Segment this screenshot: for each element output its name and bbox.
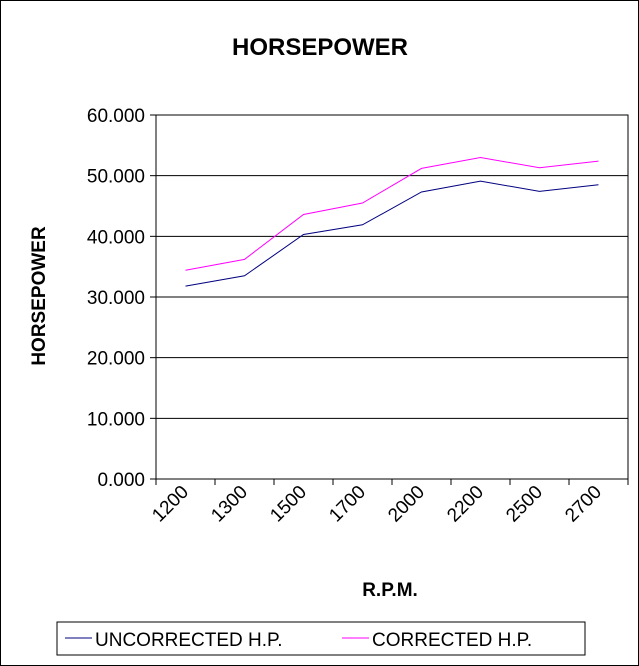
x-tick-label: 1700 [325,482,370,527]
y-tick-label: 0.000 [97,470,145,491]
y-tick-label: 60.000 [87,106,145,127]
x-tick-labels: 1200 1300 1500 1700 2000 2200 2500 2700 [148,482,606,527]
axis-ticks [150,114,629,485]
legend: UNCORRECTED H.P. CORRECTED H.P. [56,621,586,656]
y-tick-labels: 0.000 10.000 20.000 30.000 40.000 50.000 60.00… [87,106,145,491]
y-axis-title: HORSEPOWER [29,226,50,366]
y-tick-label: 30.000 [87,288,145,309]
x-tick-label: 2200 [443,482,488,527]
x-tick-label: 1200 [148,482,193,527]
y-tick-label: 10.000 [87,409,145,430]
x-tick-label: 2700 [561,482,606,527]
y-tick-label: 20.000 [87,349,145,370]
x-tick-label: 1500 [266,482,311,527]
x-tick-label: 2000 [384,482,429,527]
gridlines [156,175,628,419]
x-tick-label: 2500 [502,482,547,527]
chart-title: HORSEPOWER [232,34,408,61]
x-axis-title: R.P.M. [362,580,418,601]
y-tick-label: 50.000 [87,167,145,188]
legend-box [56,621,586,656]
series-line-corrected [185,156,599,271]
series-line-uncorrected [185,180,599,287]
legend-label-uncorrected: UNCORRECTED H.P. [95,630,283,651]
x-tick-label: 1300 [207,482,252,527]
legend-label-corrected: CORRECTED H.P. [372,630,532,651]
series-lines [185,156,599,287]
y-tick-label: 40.000 [87,227,145,248]
